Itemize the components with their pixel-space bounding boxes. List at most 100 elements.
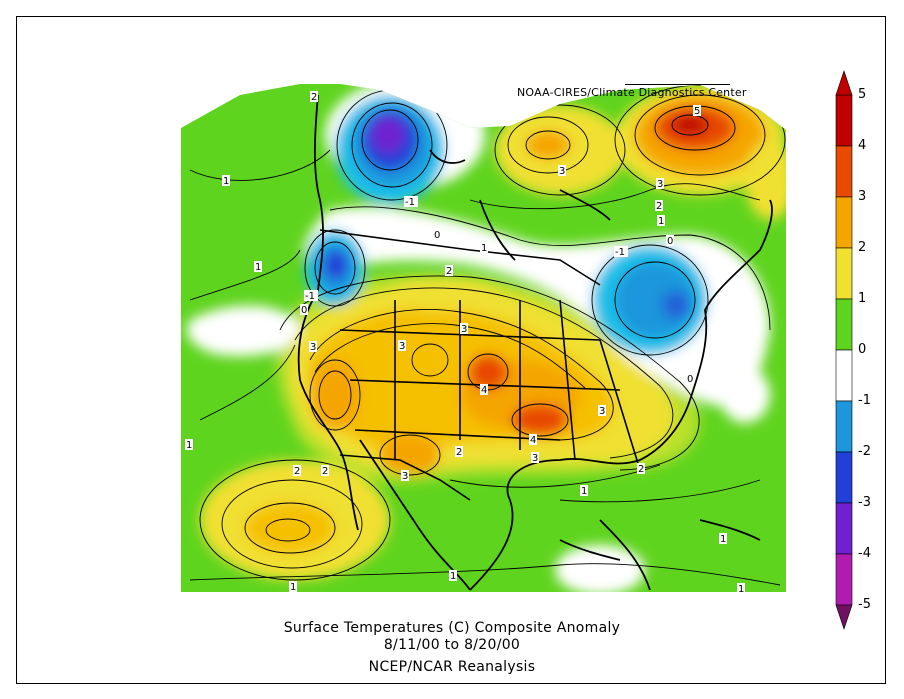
colorbar-segment xyxy=(835,502,853,555)
contour-label: 2 xyxy=(445,265,453,277)
contour-label: 5 xyxy=(693,105,701,117)
svg-text:3: 3 xyxy=(310,342,316,353)
caption-title: Surface Temperatures (C) Composite Anoma… xyxy=(283,620,621,636)
svg-text:1: 1 xyxy=(223,176,229,187)
contour-label: 2 xyxy=(655,200,663,212)
svg-text:-1: -1 xyxy=(405,197,415,208)
svg-text:2: 2 xyxy=(294,466,300,477)
contour-lines xyxy=(189,84,786,586)
colorbar-tick-label: -1 xyxy=(858,393,871,408)
svg-text:1: 1 xyxy=(481,243,487,254)
svg-text:1: 1 xyxy=(450,571,456,582)
svg-text:5: 5 xyxy=(694,106,700,117)
anomaly-region-0-pacific xyxy=(186,305,300,357)
anomaly-region-4-south xyxy=(512,404,568,436)
svg-text:3: 3 xyxy=(599,406,605,417)
svg-text:3: 3 xyxy=(657,179,663,190)
contour-label: 1 xyxy=(289,581,297,593)
contour-label: 3 xyxy=(656,178,664,190)
svg-text:2: 2 xyxy=(322,466,328,477)
anomaly-region-3-pacific xyxy=(245,503,335,553)
svg-text:2: 2 xyxy=(456,447,462,458)
contour-label: -1 xyxy=(304,290,318,302)
contour-label: 2 xyxy=(310,91,318,103)
contour-label: -1 xyxy=(614,246,628,258)
contour-label: 3 xyxy=(598,405,606,417)
anomaly-region-3-west xyxy=(310,360,360,430)
svg-text:3: 3 xyxy=(461,324,467,335)
colorbar-tick-label: 1 xyxy=(858,291,867,306)
svg-text:3: 3 xyxy=(532,453,538,464)
svg-text:1: 1 xyxy=(738,584,744,595)
contour-label-group: 2 1 1 -1 0 1 2 -1 0 3 3 3 4 4 3 3 2 2 2 … xyxy=(185,91,745,595)
svg-text:0: 0 xyxy=(667,236,673,247)
svg-text:1: 1 xyxy=(658,216,664,227)
contour-label: 4 xyxy=(480,384,488,396)
contour-label: -1 xyxy=(404,196,418,208)
colorbar-tick-label: -5 xyxy=(858,597,871,612)
svg-text:3: 3 xyxy=(402,471,408,482)
colorbar-segment xyxy=(835,94,853,147)
colorbar-segment xyxy=(835,553,853,606)
contour-label: 2 xyxy=(637,463,645,475)
credit-text: NOAA-CIRES/Climate Diagnostics Center xyxy=(517,86,747,99)
colorbar-segment xyxy=(835,196,853,249)
anomaly-region-neg3-bc xyxy=(324,250,348,280)
anomaly-region-4-kansas xyxy=(468,354,508,390)
contour-label: 3 xyxy=(309,341,317,353)
colorbar-tick-label: 0 xyxy=(858,342,867,357)
anomaly-region-0-atlantic xyxy=(720,367,770,423)
svg-text:1: 1 xyxy=(581,486,587,497)
colorbar-tick-label: 3 xyxy=(858,189,867,204)
svg-text:2: 2 xyxy=(446,266,452,277)
anomaly-region-5-quebec xyxy=(672,115,708,135)
anomaly-region-neg2-ne xyxy=(615,262,695,338)
map-fill-area xyxy=(181,84,786,592)
svg-text:1: 1 xyxy=(720,534,726,545)
plot-frame xyxy=(16,16,886,684)
contour-label: 3 xyxy=(460,323,468,335)
svg-text:4: 4 xyxy=(530,435,536,446)
svg-text:1: 1 xyxy=(255,262,261,273)
svg-text:1: 1 xyxy=(290,582,296,593)
colorbar-tick-label: 4 xyxy=(858,138,867,153)
contour-label: 2 xyxy=(455,446,463,458)
colorbar-tick-label: -3 xyxy=(858,495,871,510)
svg-text:2: 2 xyxy=(638,464,644,475)
anomaly-region-2-plains xyxy=(393,278,500,312)
contour-label: 1 xyxy=(480,242,488,254)
contour-label: 2 xyxy=(293,465,301,477)
contour-label: 1 xyxy=(737,583,745,595)
colorbar-segment xyxy=(835,451,853,504)
contour-label: 1 xyxy=(449,570,457,582)
anomaly-region-2-atlantic xyxy=(745,140,786,220)
contour-label: 1 xyxy=(580,485,588,497)
anomaly-region-neg3-ne xyxy=(662,291,690,319)
contour-label: 3 xyxy=(531,452,539,464)
svg-text:0: 0 xyxy=(301,305,307,316)
colorbar-segment xyxy=(835,145,853,198)
contour-label: 0 xyxy=(686,373,694,385)
contour-label: 2 xyxy=(321,465,329,477)
svg-text:-1: -1 xyxy=(305,291,315,302)
contour-label: 4 xyxy=(529,434,537,446)
svg-text:0: 0 xyxy=(687,374,693,385)
anomaly-region-3-canada xyxy=(526,131,570,159)
svg-text:4: 4 xyxy=(481,385,487,396)
colorbar-tick-label: 2 xyxy=(858,240,867,255)
svg-text:2: 2 xyxy=(656,201,662,212)
contour-label: 1 xyxy=(719,533,727,545)
svg-text:3: 3 xyxy=(559,166,565,177)
svg-text:0: 0 xyxy=(434,230,440,241)
contour-label: 1 xyxy=(185,439,193,451)
contour-label: 3 xyxy=(401,470,409,482)
contour-label: 1 xyxy=(254,261,262,273)
colorbar-tick-label: 5 xyxy=(858,87,867,102)
anomaly-region-neg4-nw xyxy=(372,117,404,153)
caption-source: NCEP/NCAR Reanalysis xyxy=(368,659,536,675)
contour-label: 1 xyxy=(657,215,665,227)
colorbar-segment xyxy=(835,349,853,402)
svg-text:-1: -1 xyxy=(615,247,625,258)
contour-label: 0 xyxy=(433,229,441,241)
